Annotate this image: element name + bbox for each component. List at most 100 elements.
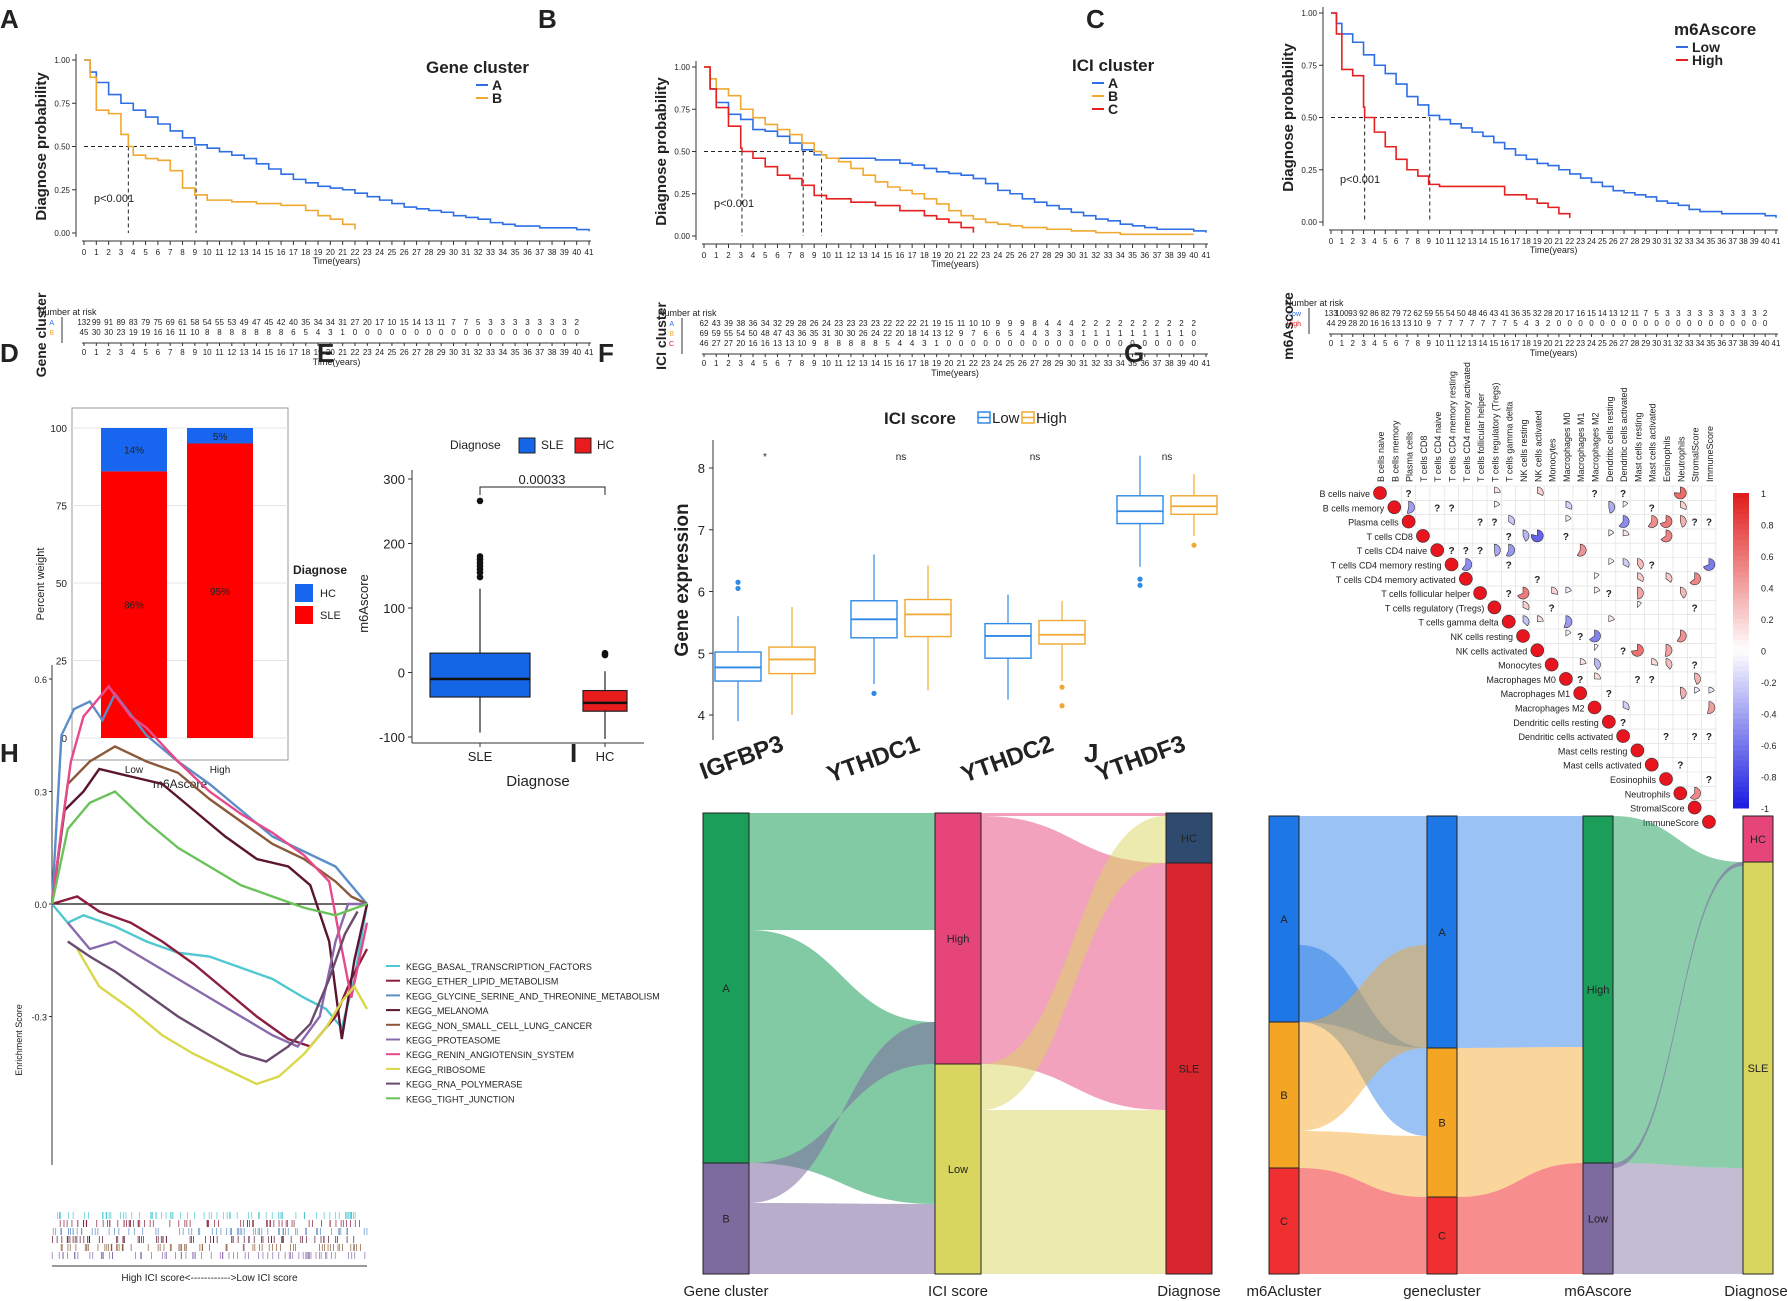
risk-xtick-label-A: 5 — [143, 348, 148, 357]
corr-cell-G — [1665, 658, 1673, 670]
risk-value-C: 93 — [1348, 309, 1357, 318]
xtick-label-C: 6 — [1394, 237, 1399, 246]
sig-bracket-E — [479, 486, 606, 495]
risk-value-C: 41 — [1500, 309, 1509, 318]
q-marker-G: ? — [1506, 589, 1512, 600]
colorbar-segment-G — [1733, 508, 1749, 515]
risk-value-A: 0 — [538, 328, 543, 337]
xtick-label-C: 1 — [1340, 237, 1345, 246]
risk-value-B: 18 — [908, 329, 917, 338]
colorbar-segment-G — [1733, 750, 1749, 756]
risk-value-A: 0 — [402, 328, 407, 337]
gsea-curve-2 — [50, 691, 368, 905]
risk-value-B: 9 — [1008, 319, 1013, 328]
xtick-label-B: 8 — [800, 251, 805, 260]
risk-value-B: 0 — [959, 339, 964, 348]
bar-HC-Low — [101, 428, 167, 472]
risk-value-C: 20 — [1554, 309, 1563, 318]
q-marker-G: ? — [1620, 718, 1626, 729]
risk-row-name-C: High — [1287, 321, 1302, 328]
legend-label-H: KEGG_ETHER_LIPID_METABOLISM — [406, 977, 558, 987]
risk-value-A: 35 — [301, 318, 310, 327]
row-label-G: Eosinophils — [1610, 775, 1657, 785]
colorbar-segment-G — [1733, 634, 1749, 641]
node-I-SLE-label: SLE — [1179, 1064, 1200, 1076]
bar-label-SLE-Low: 86% — [124, 601, 144, 612]
risk-xtick-label-A: 11 — [215, 348, 224, 357]
panel-letter-C: C — [1086, 4, 1105, 34]
colorbar-segment-G — [1733, 797, 1749, 804]
colorbar-segment-G — [1733, 729, 1749, 735]
legend-title-C: m6Ascore — [1674, 20, 1756, 39]
colorbar-segment-G — [1733, 524, 1749, 531]
legend-label-H: KEGG_GLYCINE_SERINE_AND_THREONINE_METABO… — [406, 991, 660, 1001]
corr-cell-G — [1505, 543, 1515, 557]
risk-value-C: 54 — [1446, 309, 1455, 318]
risk-value-B: 22 — [883, 329, 892, 338]
ytick-label-C: 0.75 — [1301, 61, 1317, 70]
ytick-label-E: 0 — [398, 666, 405, 681]
corr-cell-G — [1594, 572, 1600, 580]
risk-value-A: 0 — [476, 328, 481, 337]
node-J-m6A-A-label: A — [1280, 914, 1288, 926]
x-axis-label-E: Diagnose — [506, 773, 569, 790]
risk-value-B: 2 — [1094, 319, 1099, 328]
risk-value-A: 6 — [291, 328, 296, 337]
outlier-F — [1137, 582, 1143, 588]
node-J-m6A-B-label: B — [1280, 1090, 1287, 1102]
colorbar-segment-G — [1733, 645, 1749, 651]
risk-value-A: 0 — [377, 328, 382, 337]
risk-value-B: 4 — [910, 339, 915, 348]
risk-value-B: 20 — [736, 339, 745, 348]
xtick-label-A: 9 — [193, 248, 198, 257]
xtick-label-C: 31 — [1663, 237, 1672, 246]
xtick-label-B: 20 — [944, 251, 953, 260]
colorbar-segment-G — [1733, 640, 1749, 646]
risk-xtick-label-B: 4 — [751, 359, 756, 368]
legend-title-B: ICI cluster — [1072, 56, 1155, 75]
risk-value-B: 3 — [1069, 329, 1074, 338]
risk-value-C: 3 — [1730, 309, 1735, 318]
xtick-label-A: 23 — [363, 248, 372, 257]
ytick-label-B: 0.25 — [674, 190, 690, 199]
y-axis-label-E: m6Ascore — [356, 574, 371, 633]
risk-xtick-label-C: 26 — [1609, 339, 1618, 348]
corr-cell-G — [1461, 558, 1473, 571]
risk-value-A: 0 — [439, 328, 444, 337]
colorbar-segment-G — [1733, 503, 1749, 510]
colorbar-segment-G — [1733, 692, 1749, 699]
risk-value-A: 54 — [203, 318, 212, 327]
risk-value-A: 27 — [351, 318, 360, 327]
bar-SLE-Low — [101, 471, 167, 738]
xtick-label-A: 11 — [215, 248, 224, 257]
xtick-label-B: 4 — [751, 251, 756, 260]
xtick-label-C: 11 — [1446, 237, 1455, 246]
risk-value-A: 58 — [190, 318, 199, 327]
ytick-label-H: 0.0 — [34, 900, 47, 910]
risk-value-B: 31 — [822, 329, 831, 338]
risk-xtick-label-A: 14 — [252, 348, 261, 357]
q-marker-G: ? — [1506, 561, 1512, 572]
risk-value-C: 3 — [1741, 309, 1746, 318]
q-marker-G: ? — [1463, 546, 1469, 557]
risk-value-B: 1 — [1118, 329, 1123, 338]
risk-value-C: 79 — [1392, 309, 1401, 318]
corr-cell-G — [1618, 515, 1630, 528]
axis-label-I-2: Diagnose — [1157, 1283, 1220, 1300]
col-label-G: B cells naive — [1376, 431, 1386, 482]
risk-value-C: 4 — [1524, 319, 1529, 328]
col-label-G: Eosinophils — [1662, 435, 1672, 482]
colorbar-segment-G — [1733, 766, 1749, 772]
risk-value-C: 35 — [1522, 309, 1531, 318]
legend-label-F-High: High — [1036, 410, 1067, 427]
ytick-label-A: 1.00 — [54, 56, 70, 65]
risk-value-B: 2 — [1106, 319, 1111, 328]
risk-xtick-label-B: 6 — [775, 359, 780, 368]
col-label-G: T cells CD4 naive — [1433, 412, 1443, 482]
risk-value-B: 48 — [761, 329, 770, 338]
risk-value-B: 30 — [846, 329, 855, 338]
diag-cell-G — [1673, 786, 1688, 801]
risk-value-C: 5 — [1513, 319, 1518, 328]
outlier-E-HC — [601, 649, 609, 657]
